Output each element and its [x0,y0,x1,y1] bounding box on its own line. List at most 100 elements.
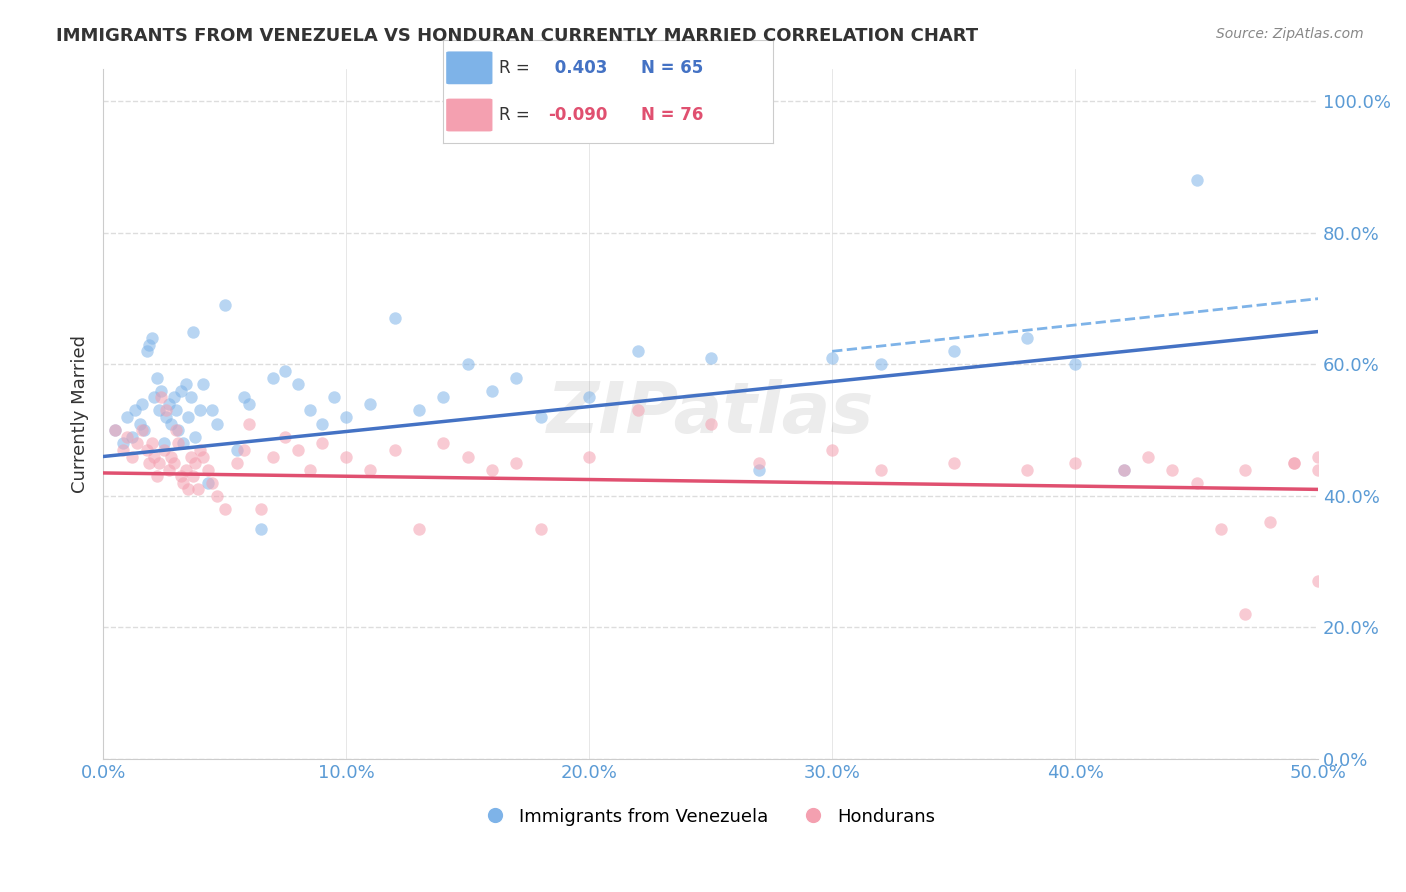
Point [128,417,150,431]
Text: Source: ZipAtlas.com: Source: ZipAtlas.com [1216,27,1364,41]
Point [748,456,770,470]
Point [505,370,527,384]
Point [148,456,170,470]
Point [225,456,247,470]
Point [1282,456,1305,470]
Point [201,475,224,490]
Point [748,463,770,477]
Point [1234,607,1257,622]
Point [1015,331,1038,345]
Point [165,423,187,437]
Point [942,344,965,359]
Point [138,337,160,351]
Point [170,384,193,398]
Point [1161,463,1184,477]
Point [1282,456,1305,470]
Point [432,436,454,450]
Point [135,344,157,359]
Point [141,436,163,450]
Point [197,475,219,490]
Point [214,298,236,312]
Point [117,410,139,425]
Point [869,463,891,477]
Point [160,417,183,431]
Point [250,522,273,536]
Point [148,403,170,417]
Point [457,358,479,372]
Point [1331,456,1354,470]
Point [942,456,965,470]
Point [408,522,430,536]
Point [1308,450,1330,464]
Point [481,384,503,398]
Point [408,403,430,417]
Point [177,483,200,497]
Text: R =: R = [499,106,530,124]
Point [359,463,381,477]
Point [153,436,176,450]
Point [627,344,650,359]
Point [155,403,177,417]
Y-axis label: Currently Married: Currently Married [72,334,89,492]
Point [578,390,600,404]
Point [1185,475,1208,490]
Point [529,410,551,425]
Point [1112,463,1135,477]
Point [150,384,173,398]
Point [160,450,183,464]
Point [238,397,260,411]
Point [1064,456,1087,470]
Point [104,423,127,437]
Point [1308,463,1330,477]
Point [191,377,214,392]
Point [174,377,197,392]
Point [1112,463,1135,477]
Point [177,410,200,425]
Point [359,397,381,411]
Point [181,469,204,483]
Point [1258,516,1281,530]
Text: 0.403: 0.403 [548,59,607,77]
Point [104,423,127,437]
Point [121,430,143,444]
Point [111,436,134,450]
Point [131,423,153,437]
Point [699,351,721,365]
Point [311,436,333,450]
Point [384,442,406,457]
Point [188,403,211,417]
Point [157,463,180,477]
Point [162,456,184,470]
Text: N = 65: N = 65 [641,59,703,77]
Text: R =: R = [499,59,530,77]
Point [134,423,156,437]
Point [457,450,479,464]
Point [214,502,236,516]
Point [180,450,202,464]
Point [153,442,176,457]
Point [505,456,527,470]
Point [432,390,454,404]
Point [274,430,297,444]
Point [124,403,146,417]
Point [225,442,247,457]
Point [233,442,256,457]
Point [184,430,207,444]
Point [699,417,721,431]
Point [117,430,139,444]
Point [1355,463,1378,477]
Point [821,351,844,365]
Point [127,436,149,450]
Point [174,463,197,477]
Point [1209,522,1232,536]
Point [191,450,214,464]
Point [172,436,194,450]
Point [481,463,503,477]
Point [131,397,153,411]
Point [384,311,406,326]
Point [1064,358,1087,372]
Point [262,450,284,464]
Point [274,364,297,378]
Point [180,390,202,404]
Point [170,469,193,483]
